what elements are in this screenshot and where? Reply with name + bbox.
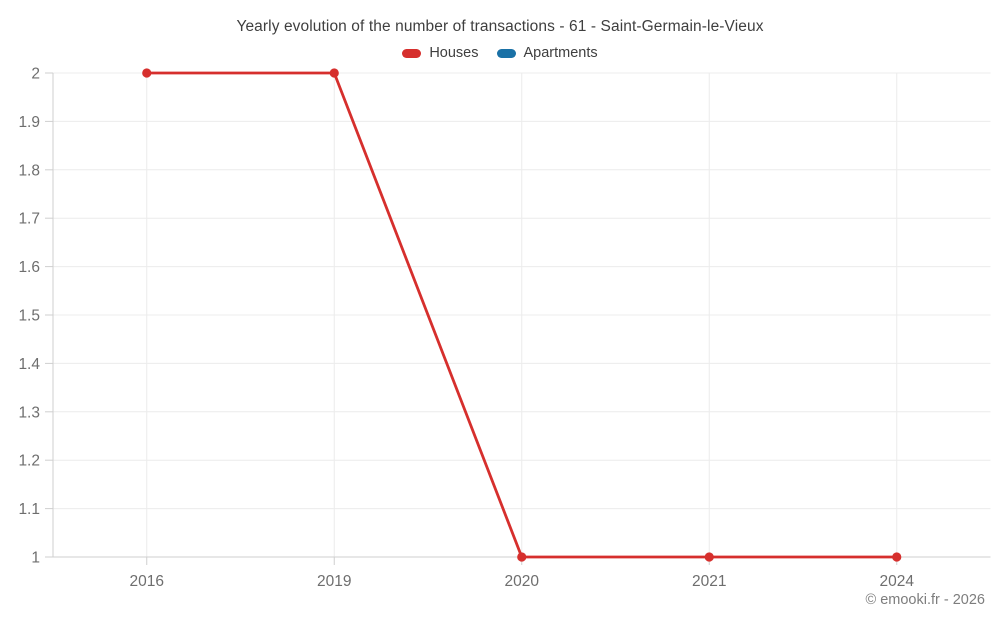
x-tick-label: 2020 (505, 573, 540, 590)
y-tick-label: 1.3 (18, 404, 40, 421)
data-point-houses[interactable] (704, 552, 714, 562)
chart-title: Yearly evolution of the number of transa… (236, 18, 764, 35)
legend-item-houses[interactable]: Houses (402, 45, 479, 61)
legend-label-houses: Houses (429, 45, 479, 61)
x-tick-label: 2019 (317, 573, 351, 590)
data-point-houses[interactable] (517, 552, 527, 562)
y-tick-label: 1.9 (18, 114, 40, 131)
data-point-houses[interactable] (142, 68, 152, 78)
copyright-text: © emooki.fr - 2026 (865, 592, 985, 608)
data-point-houses[interactable] (329, 68, 339, 78)
y-tick-label: 1.5 (18, 308, 40, 325)
x-tick-label: 2024 (880, 573, 915, 590)
y-tick-label: 2 (31, 66, 40, 83)
x-tick-label: 2021 (692, 573, 726, 590)
x-tick-label: 2016 (130, 573, 164, 590)
y-tick-label: 1.2 (18, 453, 40, 470)
legend: Houses Apartments (0, 45, 1000, 61)
apartments-series-swatch-icon (496, 48, 516, 58)
y-tick-label: 1.4 (18, 356, 40, 373)
y-tick-label: 1.7 (18, 211, 40, 228)
data-point-houses[interactable] (892, 552, 902, 562)
houses-series-swatch-icon (402, 48, 422, 58)
legend-label-apartments: Apartments (523, 45, 598, 61)
legend-item-apartments[interactable]: Apartments (496, 45, 598, 61)
y-tick-label: 1.8 (18, 162, 40, 179)
y-tick-label: 1.1 (18, 501, 40, 518)
y-tick-label: 1 (31, 550, 40, 567)
y-tick-label: 1.6 (18, 259, 40, 276)
